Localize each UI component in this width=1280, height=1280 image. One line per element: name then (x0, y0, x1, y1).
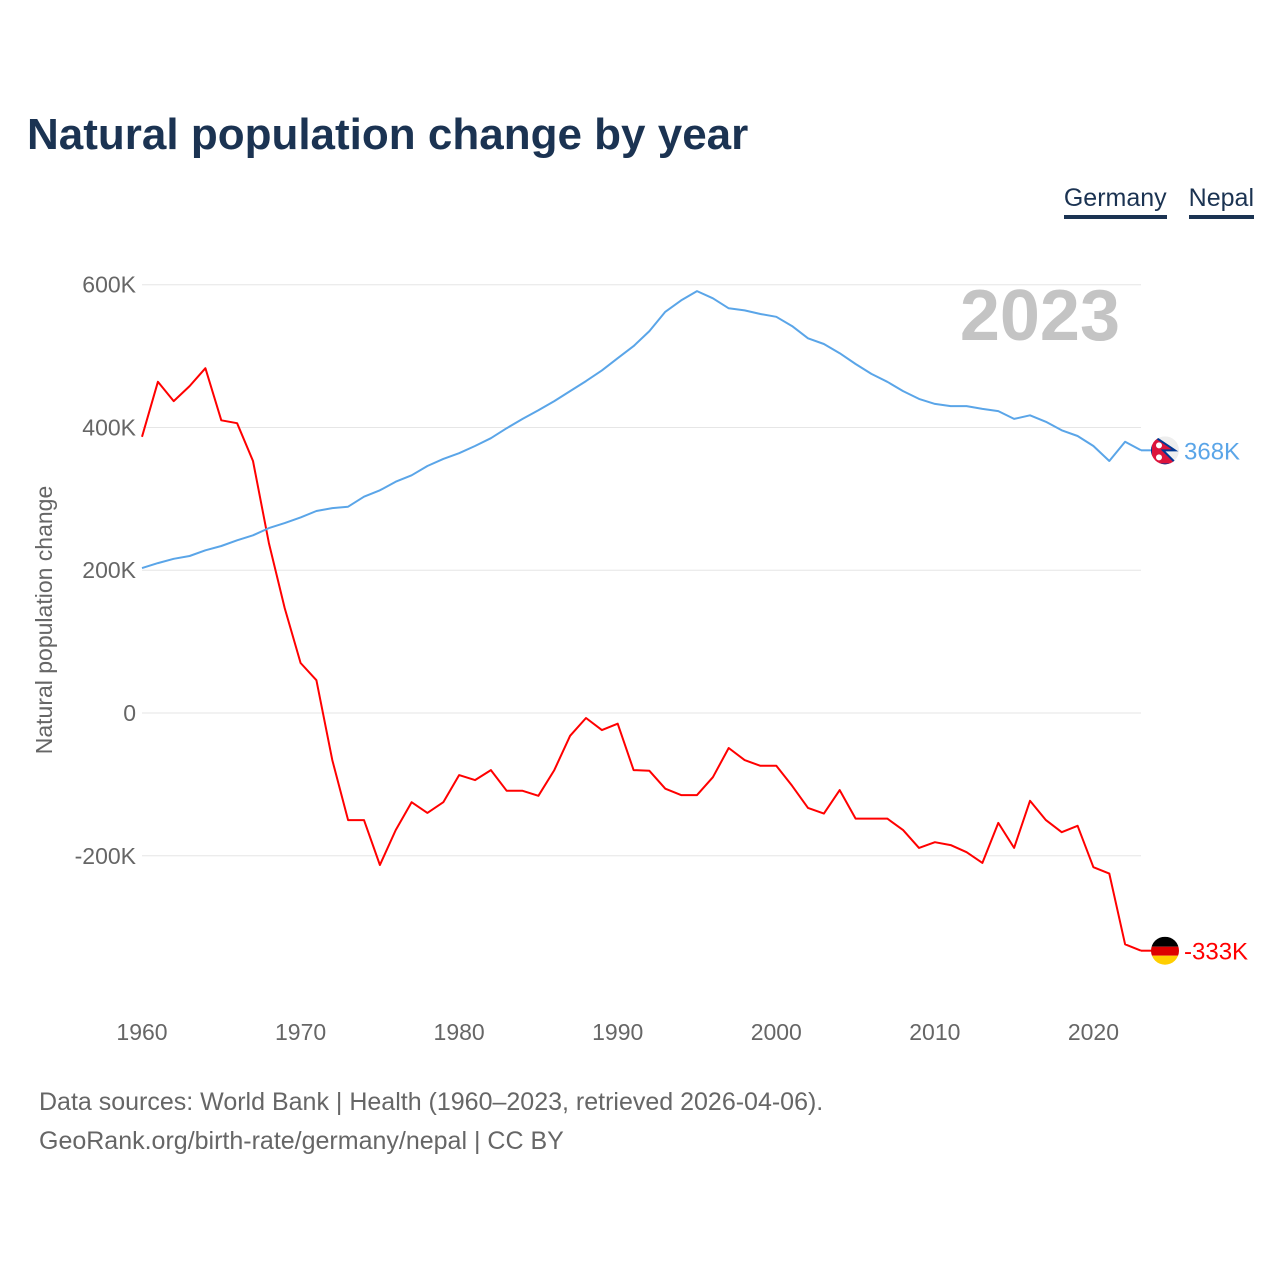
end-value-label-germany: -333K (1184, 939, 1248, 966)
series-line-germany[interactable] (141, 367, 1142, 952)
y-tick-label: -200K (75, 843, 137, 869)
legend-germany[interactable]: Germany (1063, 184, 1167, 219)
x-tick-label: 2000 (751, 1019, 802, 1045)
y-tick-label: 600K (82, 272, 136, 298)
x-tick-label: 1970 (275, 1019, 326, 1045)
y-tick-label: 200K (82, 557, 136, 583)
legend: Germany Nepal (1063, 184, 1254, 219)
x-tick-label: 1960 (116, 1019, 167, 1045)
end-value-label-nepal: 368K (1184, 438, 1240, 465)
chart-title: Natural population change by year (27, 110, 749, 159)
y-tick-label: 400K (82, 414, 136, 440)
germany-flag-icon (1151, 936, 1179, 965)
x-tick-label: 2020 (1068, 1019, 1119, 1045)
x-tick-label: 2010 (909, 1019, 960, 1045)
source-link[interactable]: GeoRank.org/birth-rate/germany/nepal | C… (39, 1127, 564, 1155)
nepal-flag-icon (1151, 436, 1179, 465)
y-axis-label: Natural population change (31, 486, 57, 755)
year-label: 2023 (960, 276, 1120, 356)
y-tick-label: 0 (123, 700, 136, 726)
legend-nepal[interactable]: Nepal (1188, 184, 1254, 219)
x-tick-label: 1980 (434, 1019, 485, 1045)
x-tick-label: 1990 (592, 1019, 643, 1045)
series-line-nepal[interactable] (141, 290, 1142, 570)
source-note: Data sources: World Bank | Health (1960–… (39, 1088, 824, 1116)
